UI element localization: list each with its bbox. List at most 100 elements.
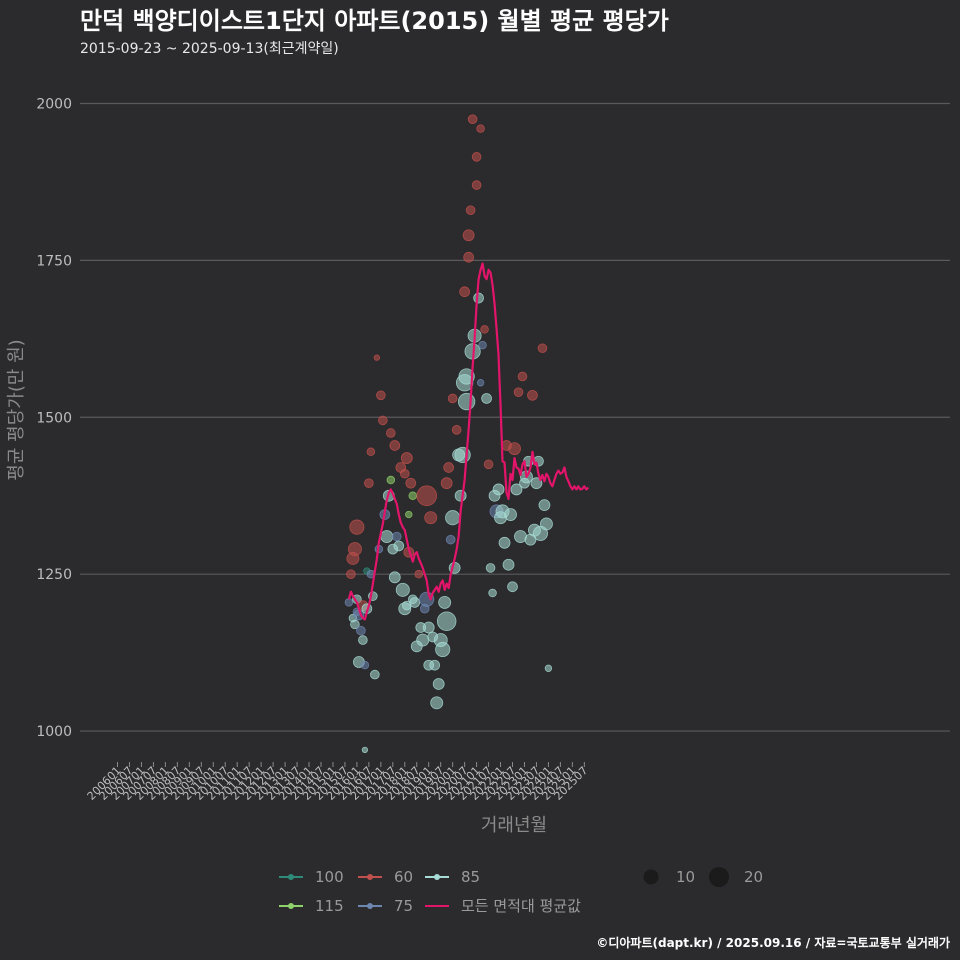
- point-85: [445, 510, 461, 526]
- point-85: [380, 530, 394, 543]
- point-85: [388, 571, 401, 584]
- point-85: [454, 489, 467, 502]
- legend-label: 100: [315, 868, 344, 886]
- point-60: [349, 519, 365, 535]
- legend-item: 75: [358, 897, 413, 915]
- y-tick-label: 2000: [36, 96, 72, 112]
- point-85: [435, 641, 451, 658]
- point-60: [400, 452, 413, 464]
- point-60: [459, 286, 470, 298]
- point-75: [356, 625, 366, 636]
- point-60: [480, 325, 489, 334]
- point-60: [378, 415, 388, 426]
- point-85: [438, 595, 452, 609]
- point-75: [445, 534, 456, 545]
- y-tick-label: 1000: [36, 724, 72, 740]
- point-60: [471, 180, 482, 190]
- point-60: [376, 390, 386, 401]
- point-60: [513, 387, 524, 397]
- point-85: [358, 635, 368, 645]
- point-85: [498, 536, 511, 549]
- point-75: [476, 379, 485, 387]
- point-115: [405, 510, 413, 519]
- point-85: [502, 558, 515, 571]
- point-85: [504, 508, 517, 522]
- legend-size-item: 10: [643, 868, 695, 886]
- point-85: [409, 597, 421, 608]
- point-60: [483, 459, 494, 470]
- point-60: [447, 393, 458, 404]
- point-85: [507, 581, 518, 593]
- point-60: [414, 569, 423, 579]
- point-85: [544, 664, 553, 673]
- point-85: [530, 477, 543, 490]
- point-60: [517, 371, 528, 382]
- point-60: [465, 205, 476, 215]
- point-85: [432, 678, 445, 690]
- point-60: [462, 229, 475, 242]
- grid-lines: [80, 102, 950, 732]
- y-tick-label: 1750: [36, 253, 72, 269]
- point-60: [347, 542, 362, 557]
- chart-subtitle: 2015-09-23 ~ 2025-09-13(최근계약일): [80, 41, 339, 57]
- point-60: [467, 114, 478, 124]
- point-85: [510, 483, 523, 496]
- point-85: [429, 659, 441, 671]
- point-85: [370, 669, 380, 680]
- point-85: [485, 563, 496, 573]
- caption: ©디아파트(dapt.kr) / 2025.09.16 / 자료=국토교통부 실…: [596, 935, 950, 950]
- average-line: [347, 262, 590, 621]
- y-tick-labels: 1000 1250 1500 1750 2000: [36, 96, 72, 740]
- point-60: [424, 511, 438, 525]
- legend-item: 100: [279, 868, 344, 886]
- point-85: [473, 292, 484, 304]
- point-75: [478, 340, 487, 350]
- point-85: [492, 483, 505, 496]
- data-points: [344, 114, 553, 754]
- point-75: [360, 660, 370, 670]
- point-85: [422, 621, 435, 634]
- point-75: [344, 598, 354, 607]
- point-60: [527, 389, 538, 401]
- legend-size-label: 10: [676, 868, 695, 886]
- legend-item: 85: [425, 868, 480, 886]
- legend-label: 85: [461, 868, 480, 886]
- point-60: [373, 354, 381, 361]
- point-85: [395, 582, 410, 597]
- legend-label: 60: [394, 868, 413, 886]
- legend-label: 모든 면적대 평균값: [461, 897, 581, 915]
- legend-size-item: 20: [709, 867, 763, 887]
- y-axis-title: 평균 평당가(만 원): [6, 339, 27, 480]
- legend-label: 75: [394, 897, 413, 915]
- legend-size-label: 20: [744, 868, 763, 886]
- point-60: [416, 485, 438, 507]
- legend-item: 115: [279, 897, 344, 915]
- point-60: [508, 442, 521, 456]
- point-85: [539, 517, 553, 531]
- point-60: [399, 468, 410, 479]
- point-60: [443, 462, 455, 473]
- point-85: [436, 611, 457, 631]
- point-60: [386, 428, 396, 438]
- point-85: [416, 633, 430, 647]
- legend-item: 60: [358, 868, 413, 886]
- y-tick-label: 1250: [36, 567, 72, 583]
- legend-item: 모든 면적대 평균값: [425, 897, 581, 915]
- x-tick-labels: 2006012006072007012007072008012008072009…: [85, 762, 590, 803]
- point-60: [405, 477, 417, 489]
- point-85: [481, 393, 492, 404]
- point-60: [366, 447, 376, 457]
- point-85: [430, 696, 444, 710]
- point-85: [538, 499, 551, 512]
- point-115: [408, 491, 418, 500]
- point-60: [451, 425, 462, 435]
- point-60: [364, 478, 374, 488]
- point-60: [389, 440, 401, 451]
- point-85: [457, 392, 476, 411]
- point-60: [476, 124, 485, 133]
- x-axis-title: 거래년월: [481, 815, 547, 836]
- y-tick-label: 1500: [36, 410, 72, 426]
- point-60: [537, 343, 548, 354]
- chart-title: 만덕 백양디이스트1단지 아파트(2015) 월별 평균 평당가: [80, 7, 669, 35]
